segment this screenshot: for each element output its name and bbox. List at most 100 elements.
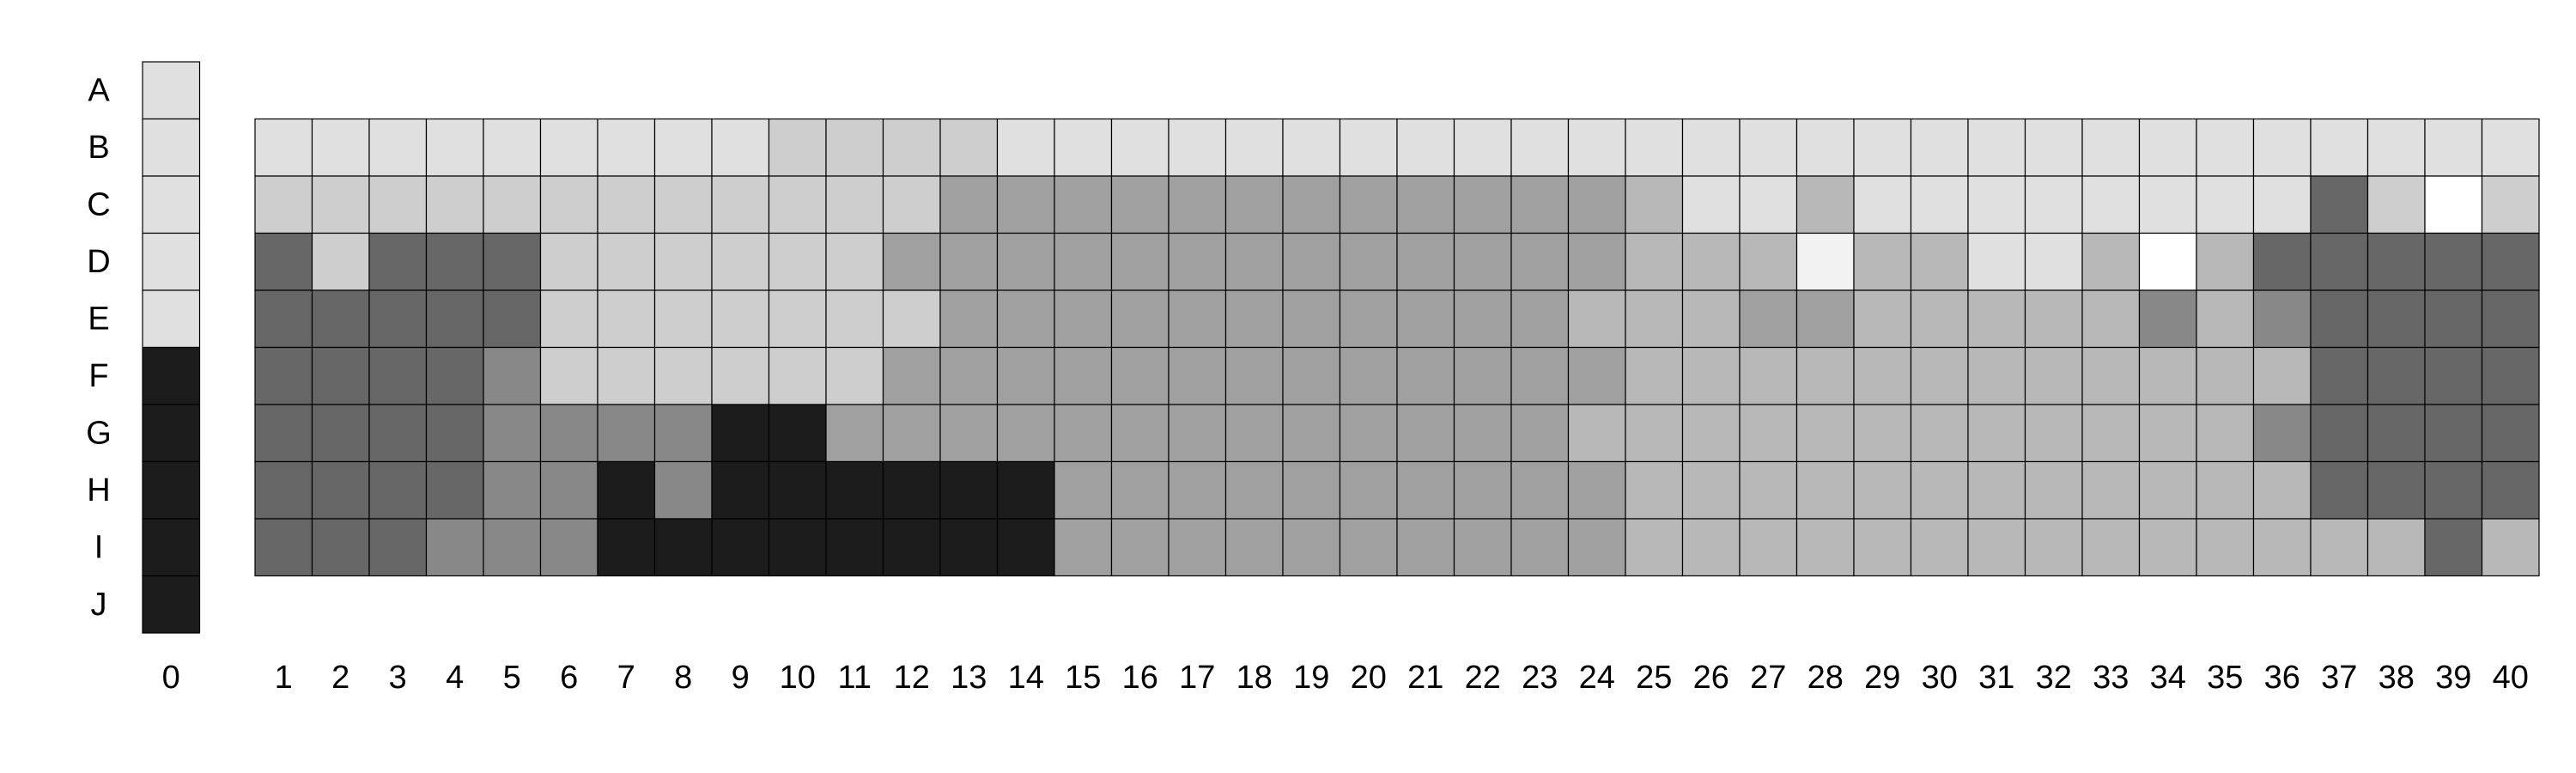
grid-cell-d-22 (1453, 232, 1512, 291)
grid-cell-c-10 (768, 175, 827, 234)
grid-cell-f-33 (2081, 346, 2141, 405)
grid-cell-e-26 (1681, 289, 1741, 349)
grid-cell-f-35 (2196, 346, 2255, 405)
grid-cell-i-40 (2481, 518, 2540, 577)
grid-cell-e-18 (1224, 289, 1284, 349)
col-label-20: 20 (1351, 660, 1387, 696)
grid-cell-h-28 (1795, 460, 1855, 520)
grid-cell-b-33 (2081, 118, 2141, 177)
col-label-10: 10 (780, 660, 816, 696)
grid-cell-h-14 (996, 460, 1055, 520)
col-label-12: 12 (894, 660, 930, 696)
grid-cell-e-24 (1567, 289, 1626, 349)
grid-cell-c-26 (1681, 175, 1741, 234)
grid-cell-e-12 (882, 289, 941, 349)
col-label-8: 8 (674, 660, 692, 696)
grid-cell-b-15 (1054, 118, 1113, 177)
grid-cell-h-26 (1681, 460, 1741, 520)
grid-cell-g-35 (2196, 404, 2255, 463)
grid-cell-b-18 (1224, 118, 1284, 177)
grid-cell-d-36 (2252, 232, 2312, 291)
grid-cell-f-37 (2310, 346, 2369, 405)
grid-cell-d-1 (254, 232, 313, 291)
grid-cell-i-2 (311, 518, 370, 577)
col-label-19: 19 (1293, 660, 1329, 696)
grid-cell-b-9 (711, 118, 770, 177)
grid-cell-g-31 (1967, 404, 2026, 463)
grid-cell-h-16 (1110, 460, 1170, 520)
grid-cell-i-34 (2138, 518, 2197, 577)
grid-cell-d-21 (1396, 232, 1455, 291)
grid-cell-g-10 (768, 404, 827, 463)
grid-cell-b-28 (1795, 118, 1855, 177)
grid-cell-b-37 (2310, 118, 2369, 177)
grid-cell-g-37 (2310, 404, 2369, 463)
grid-cell-d-3 (368, 232, 428, 291)
grid-cell-i-12 (882, 518, 941, 577)
grid-cell-g-38 (2366, 404, 2426, 463)
col-label-9: 9 (732, 660, 750, 696)
grid-cell-e-34 (2138, 289, 2197, 349)
grid-cell-c-35 (2196, 175, 2255, 234)
row-label-e: E (88, 301, 109, 337)
grid-cell-b-34 (2138, 118, 2197, 177)
grid-cell-i-16 (1110, 518, 1170, 577)
grid-cell-i-4 (425, 518, 484, 577)
grid-cell-h-11 (825, 460, 884, 520)
grid-cell-b-39 (2424, 118, 2483, 177)
grid-cell-c-15 (1054, 175, 1113, 234)
grid-cell-e-1 (254, 289, 313, 349)
grid-cell-e-10 (768, 289, 827, 349)
grid-cell-c-5 (483, 175, 542, 234)
grid-cell-b-26 (1681, 118, 1741, 177)
grid-cell-h-34 (2138, 460, 2197, 520)
grid-cell-b-5 (483, 118, 542, 177)
reference-column (142, 61, 201, 634)
grid-cell-c-40 (2481, 175, 2540, 234)
col-label-0: 0 (162, 660, 180, 696)
grid-cell-f-5 (483, 346, 542, 405)
grid-cell-h-2 (311, 460, 370, 520)
grid-cell-d-2 (311, 232, 370, 291)
grid-cell-i-21 (1396, 518, 1455, 577)
grid-cell-g-7 (597, 404, 656, 463)
grid-cell-d-6 (539, 232, 598, 291)
col-label-1: 1 (275, 660, 293, 696)
grid-cell-g-3 (368, 404, 428, 463)
grid-cell-b-25 (1625, 118, 1684, 177)
grid-cell-h-13 (939, 460, 999, 520)
grid-cell-h-3 (368, 460, 428, 520)
grid-cell-b-29 (1853, 118, 1912, 177)
grid-cell-b-13 (939, 118, 999, 177)
grid-cell-i-9 (711, 518, 770, 577)
col-label-29: 29 (1864, 660, 1900, 696)
grid-cell-g-24 (1567, 404, 1626, 463)
grid-cell-c-37 (2310, 175, 2369, 234)
grid-cell-d-15 (1054, 232, 1113, 291)
grid-cell-h-33 (2081, 460, 2141, 520)
grid-cell-e-7 (597, 289, 656, 349)
grid-cell-c-4 (425, 175, 484, 234)
grid-cell-b-22 (1453, 118, 1512, 177)
grid-cell-i-19 (1282, 518, 1341, 577)
grid-cell-g-12 (882, 404, 941, 463)
grid-cell-h-12 (882, 460, 941, 520)
grid-cell-f-3 (368, 346, 428, 405)
grid-cell-f-27 (1739, 346, 1798, 405)
col-label-16: 16 (1122, 660, 1158, 696)
grid-cell-d-28 (1795, 232, 1855, 291)
grid-cell-c-25 (1625, 175, 1684, 234)
grid-cell-i-33 (2081, 518, 2141, 577)
grid-cell-b-10 (768, 118, 827, 177)
ref-cell-a (142, 61, 201, 120)
ref-cell-h (142, 460, 201, 520)
col-label-38: 38 (2379, 660, 2415, 696)
grid-cell-c-36 (2252, 175, 2312, 234)
col-label-4: 4 (446, 660, 464, 696)
grid-cell-h-4 (425, 460, 484, 520)
col-label-30: 30 (1922, 660, 1958, 696)
grid-cell-e-32 (2024, 289, 2083, 349)
row-label-c: C (87, 186, 110, 222)
grid-cell-i-24 (1567, 518, 1626, 577)
